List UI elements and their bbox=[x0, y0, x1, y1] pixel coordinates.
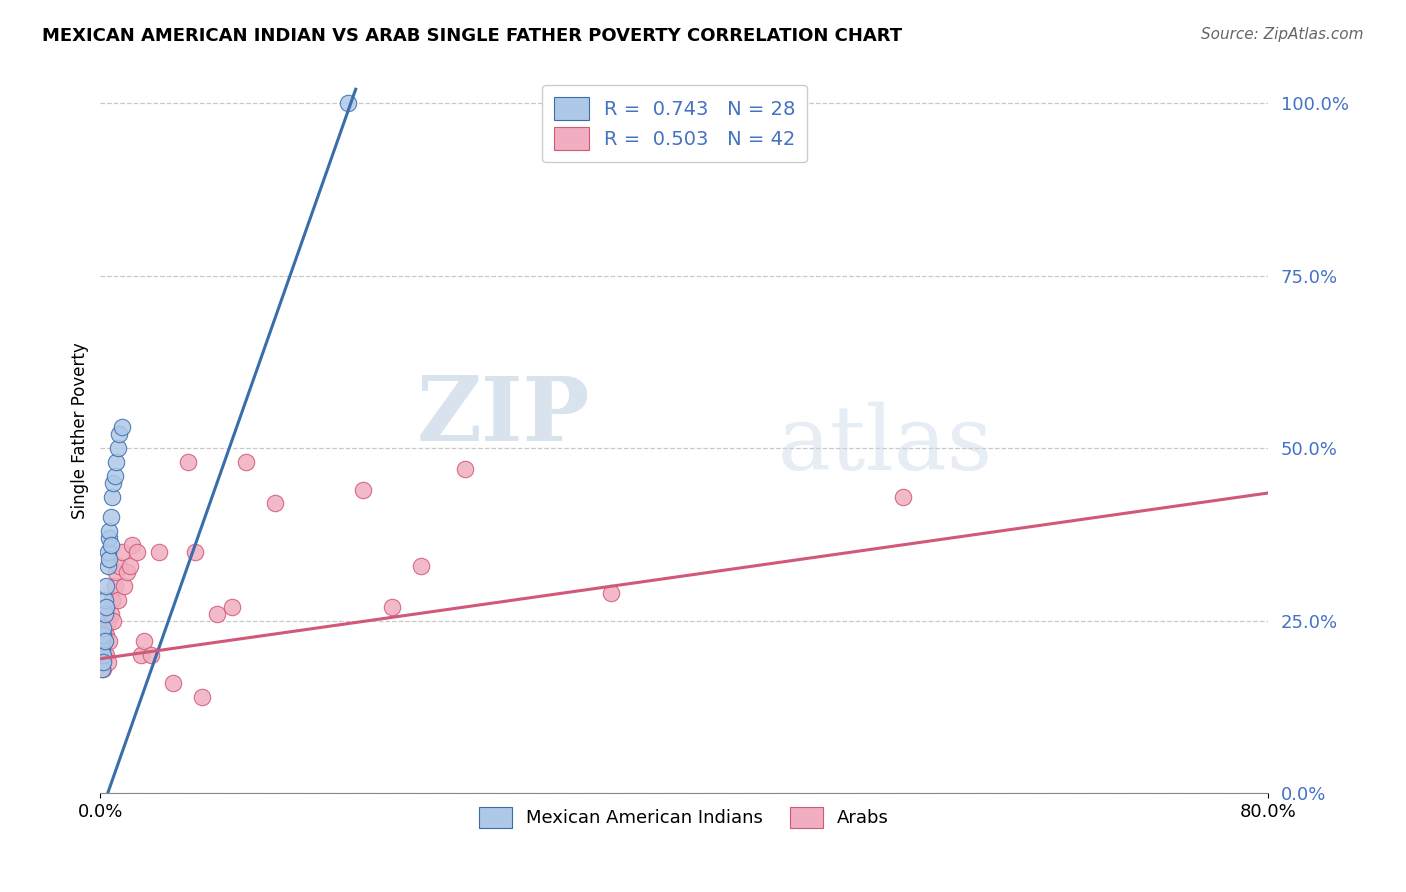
Point bbox=[98, 634, 121, 648]
Point bbox=[93, 634, 115, 648]
Point bbox=[105, 566, 128, 580]
Point bbox=[141, 648, 163, 663]
Text: Source: ZipAtlas.com: Source: ZipAtlas.com bbox=[1201, 27, 1364, 42]
Text: atlas: atlas bbox=[778, 401, 993, 489]
Point bbox=[93, 634, 115, 648]
Point bbox=[235, 455, 257, 469]
Point bbox=[108, 427, 131, 442]
Point bbox=[90, 662, 112, 676]
Point bbox=[93, 621, 115, 635]
Point bbox=[90, 641, 112, 656]
Point bbox=[129, 648, 152, 663]
Point bbox=[111, 420, 134, 434]
Point bbox=[90, 634, 112, 648]
Point bbox=[352, 483, 374, 497]
Point bbox=[221, 599, 243, 614]
Point bbox=[205, 607, 228, 621]
Point bbox=[105, 455, 128, 469]
Point bbox=[100, 510, 122, 524]
Point bbox=[98, 524, 121, 538]
Point bbox=[411, 558, 433, 573]
Point bbox=[115, 566, 138, 580]
Point bbox=[148, 545, 170, 559]
Point bbox=[184, 545, 207, 559]
Point bbox=[111, 545, 134, 559]
Point bbox=[103, 614, 125, 628]
Point bbox=[125, 545, 148, 559]
Point bbox=[100, 538, 122, 552]
Point bbox=[98, 551, 121, 566]
Y-axis label: Single Father Poverty: Single Father Poverty bbox=[72, 343, 89, 519]
Point bbox=[101, 490, 124, 504]
Point bbox=[91, 648, 114, 663]
Point bbox=[101, 593, 124, 607]
Point bbox=[91, 648, 114, 663]
Point bbox=[97, 614, 120, 628]
Text: ZIP: ZIP bbox=[418, 373, 591, 460]
Point bbox=[98, 531, 121, 545]
Point bbox=[107, 441, 129, 455]
Point bbox=[107, 593, 129, 607]
Point bbox=[104, 579, 127, 593]
Point bbox=[134, 634, 156, 648]
Point bbox=[108, 558, 131, 573]
Point bbox=[121, 538, 143, 552]
Point bbox=[91, 662, 114, 676]
Point bbox=[454, 462, 477, 476]
Point bbox=[97, 655, 120, 669]
Point bbox=[600, 586, 623, 600]
Point bbox=[103, 475, 125, 490]
Point bbox=[118, 558, 141, 573]
Point bbox=[191, 690, 214, 704]
Point bbox=[90, 648, 112, 663]
Point bbox=[93, 593, 115, 607]
Point bbox=[96, 579, 118, 593]
Point bbox=[97, 558, 120, 573]
Point bbox=[337, 96, 360, 111]
Point bbox=[177, 455, 200, 469]
Point bbox=[96, 627, 118, 641]
Point bbox=[264, 496, 287, 510]
Point bbox=[97, 545, 120, 559]
Point bbox=[91, 627, 114, 641]
Point bbox=[91, 655, 114, 669]
Point bbox=[93, 607, 115, 621]
Point bbox=[96, 599, 118, 614]
Point bbox=[91, 621, 114, 635]
Legend: Mexican American Indians, Arabs: Mexican American Indians, Arabs bbox=[472, 800, 896, 835]
Point bbox=[112, 579, 135, 593]
Point bbox=[96, 648, 118, 663]
Point bbox=[104, 468, 127, 483]
Point bbox=[100, 607, 122, 621]
Point bbox=[162, 676, 184, 690]
Point bbox=[90, 655, 112, 669]
Point bbox=[90, 641, 112, 656]
Point bbox=[381, 599, 404, 614]
Text: MEXICAN AMERICAN INDIAN VS ARAB SINGLE FATHER POVERTY CORRELATION CHART: MEXICAN AMERICAN INDIAN VS ARAB SINGLE F… bbox=[42, 27, 903, 45]
Point bbox=[891, 490, 914, 504]
